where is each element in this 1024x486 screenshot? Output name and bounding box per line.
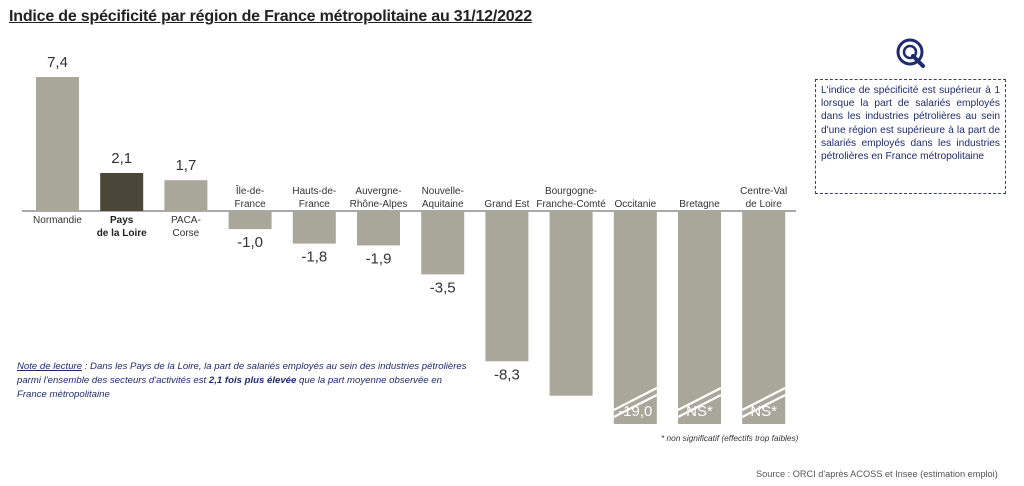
reading-note-text-end: que la part moyenne observée en France m…: [17, 375, 442, 400]
category-label: Bourgogne-: [545, 186, 597, 197]
reading-note: Note de lecture : Dans les Pays de la Lo…: [17, 360, 469, 402]
magnifier-logo-icon: [896, 38, 925, 68]
data-label: 2,1: [111, 150, 132, 167]
category-label: Hauts-de-: [292, 186, 336, 197]
bar-break-mark: [613, 394, 658, 418]
category-label: PACA-: [171, 215, 201, 226]
bar-break-mark: [677, 394, 722, 418]
data-label: -1,0: [237, 234, 263, 251]
bar: [613, 211, 657, 424]
bar: [292, 211, 336, 244]
reading-note-label: Note de lecture: [17, 361, 83, 372]
data-label: NS*: [750, 403, 777, 420]
bar-break-mark: [741, 394, 786, 418]
bar: [485, 211, 529, 362]
category-label: Auvergne-: [355, 186, 401, 197]
chart-title: Indice de spécificité par région de Fran…: [9, 8, 532, 25]
data-label: NS*: [686, 403, 713, 420]
category-label: Pays: [110, 215, 134, 226]
category-label: Rhône-Alpes: [350, 199, 408, 210]
category-label: Nouvelle-: [422, 186, 464, 197]
data-label: -19,0: [618, 403, 652, 420]
category-label: Aquitaine: [422, 199, 464, 210]
bar: [357, 211, 400, 246]
bar: [421, 211, 465, 275]
info-box: L'indice de spécificité est supérieur à …: [815, 79, 1006, 194]
bar-break-mark: [613, 387, 658, 411]
data-label: -1,8: [301, 249, 327, 266]
category-label: Bretagne: [679, 199, 720, 210]
bar: [36, 77, 79, 211]
category-label: de Loire: [746, 199, 783, 210]
reading-note-text: : Dans les Pays de la Loire, la part de …: [17, 361, 467, 386]
data-label: 1,7: [175, 157, 196, 174]
category-label: France: [235, 199, 267, 210]
category-label: Centre-Val: [740, 186, 787, 197]
data-label: -3,5: [430, 279, 456, 296]
category-label: Grand Est: [484, 199, 529, 210]
bar: [549, 211, 593, 396]
bar-break-mark: [741, 387, 786, 411]
reading-note-emphasis: 2,1 fois plus élevée: [208, 375, 297, 386]
data-label: -1,9: [366, 250, 392, 267]
category-label: Franche-Comté: [536, 199, 606, 210]
category-label: Normandie: [33, 215, 82, 226]
bar: [742, 211, 786, 424]
bar: [228, 211, 272, 230]
category-label: Corse: [173, 228, 200, 239]
category-label: France: [299, 199, 331, 210]
data-label: 7,4: [47, 54, 68, 71]
category-label: Île-de-: [235, 184, 264, 197]
bar: [100, 172, 144, 211]
bar-break-mark: [677, 387, 722, 411]
category-label: de la Loire: [97, 228, 147, 239]
data-label: -8,3: [494, 366, 520, 383]
category-label: Occitanie: [614, 199, 656, 210]
ns-footnote: * non significatif (effectifs trop faibl…: [661, 433, 799, 443]
data-label: -10,2: [554, 403, 588, 420]
bar: [164, 180, 208, 211]
bar: [678, 211, 721, 424]
source-text: Source : ORCI d'après ACOSS et Insee (es…: [756, 469, 998, 479]
